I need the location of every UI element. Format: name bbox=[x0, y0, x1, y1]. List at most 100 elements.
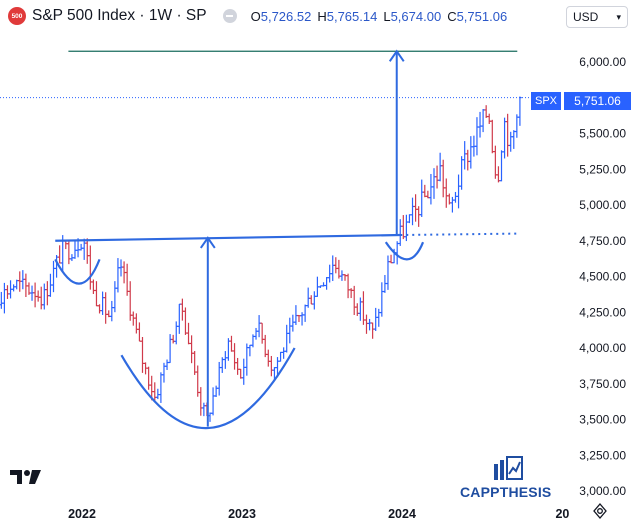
ohlc-bar bbox=[94, 281, 99, 307]
ohlc-bar bbox=[223, 351, 228, 369]
ohlc-bar bbox=[248, 344, 252, 357]
ohlc-bar bbox=[334, 257, 338, 274]
ohlc-bars bbox=[0, 96, 522, 422]
ohlc-bar bbox=[186, 322, 191, 345]
time-axis[interactable]: 2022 2023 2024 20 bbox=[68, 507, 569, 521]
ohlc-bar bbox=[106, 310, 111, 318]
ohlc-bar bbox=[165, 359, 169, 370]
ohlc-bar bbox=[493, 145, 498, 179]
ohlc-bar bbox=[278, 351, 283, 362]
ohlc-bar bbox=[380, 282, 384, 317]
ohlc-bar bbox=[229, 335, 234, 352]
ohlc-bar bbox=[39, 286, 44, 310]
ohlc-bar bbox=[177, 303, 182, 334]
ohlc-bar bbox=[73, 241, 77, 259]
ohlc-bar bbox=[429, 173, 433, 205]
y-tick-label: 4,500.00 bbox=[579, 270, 626, 284]
ohlc-bar bbox=[119, 259, 123, 277]
y-tick-label: 4,250.00 bbox=[579, 305, 626, 319]
ohlc-bar bbox=[287, 317, 292, 344]
ohlc-bar bbox=[490, 119, 495, 154]
ohlc-bar bbox=[266, 349, 271, 367]
ohlc-bar bbox=[291, 314, 295, 332]
y-tick-label: 6,000.00 bbox=[579, 55, 626, 69]
ohlc-bar bbox=[306, 287, 310, 308]
ohlc-bar bbox=[343, 274, 347, 281]
ohlc-bar bbox=[303, 304, 307, 322]
ohlc-bar bbox=[8, 280, 13, 299]
ohlc-bar bbox=[389, 254, 393, 264]
ohlc-bar bbox=[168, 334, 172, 364]
ohlc-bar bbox=[416, 206, 421, 227]
ohlc-bar bbox=[143, 362, 148, 375]
price-axis[interactable]: 3,000.00 3,250.00 3,500.00 3,750.00 4,000.00… bbox=[579, 55, 626, 498]
ohlc-bar bbox=[346, 273, 350, 299]
ohlc-bar bbox=[386, 255, 390, 290]
tradingview-logo-icon[interactable] bbox=[10, 468, 42, 486]
ohlc-bar bbox=[438, 152, 442, 182]
ohlc-bar bbox=[263, 334, 268, 358]
ohlc-bar bbox=[159, 372, 163, 403]
close-value: C5,751.06 bbox=[447, 8, 508, 24]
ohlc-bar bbox=[312, 291, 317, 310]
ohlc-bar bbox=[327, 264, 332, 283]
ohlc-bar bbox=[110, 300, 114, 322]
ohlc-bar bbox=[226, 338, 231, 361]
ohlc-bar bbox=[435, 165, 439, 189]
ohlc-bar bbox=[48, 273, 53, 297]
ohlc-bar bbox=[309, 295, 314, 305]
currency-label: USD bbox=[573, 10, 599, 24]
ohlc-bar bbox=[337, 259, 341, 279]
ohlc-bar bbox=[453, 191, 458, 203]
ohlc-bar bbox=[499, 150, 504, 182]
ohlc-bar bbox=[67, 240, 71, 265]
ohlc-bar bbox=[51, 260, 56, 293]
ohlc-bar bbox=[472, 135, 476, 157]
currency-select[interactable]: USD ▾ bbox=[566, 6, 628, 28]
ohlc-bar bbox=[459, 156, 464, 190]
ohlc-bar bbox=[220, 357, 225, 373]
low-value: L5,674.00 bbox=[383, 8, 442, 24]
ohlc-bar bbox=[398, 219, 403, 246]
settings-gear-icon[interactable] bbox=[592, 503, 608, 519]
ohlc-bar bbox=[376, 308, 381, 327]
symbol-logo[interactable]: 500 bbox=[8, 7, 26, 25]
ohlc-bar bbox=[241, 358, 246, 385]
ohlc-bar bbox=[11, 284, 16, 292]
ohlc-bar bbox=[245, 343, 249, 376]
ohlc-bar bbox=[444, 178, 449, 208]
ohlc-bar bbox=[518, 96, 522, 126]
ohlc-bar bbox=[370, 322, 375, 339]
ohlc-bar bbox=[45, 281, 50, 306]
y-tick-label: 5,250.00 bbox=[579, 162, 626, 176]
ohlc-bar bbox=[502, 117, 507, 159]
pattern-annotations bbox=[54, 49, 518, 430]
ohlc-bar bbox=[462, 141, 467, 170]
ohlc-bar bbox=[422, 184, 427, 198]
ohlc-bar bbox=[330, 255, 335, 282]
y-tick-label: 4,750.00 bbox=[579, 234, 626, 248]
cup-depth-arrow bbox=[199, 236, 216, 427]
collapse-icon[interactable] bbox=[222, 9, 237, 23]
high-value: H5,765.14 bbox=[317, 8, 378, 24]
ohlc-bar bbox=[79, 243, 83, 251]
ohlc-bar bbox=[113, 281, 117, 313]
symbol-title[interactable]: S&P 500 Index · 1W · SP bbox=[32, 7, 207, 24]
ohlc-bar bbox=[318, 285, 323, 288]
ohlc-bar bbox=[214, 385, 218, 398]
ohlc-bar bbox=[447, 193, 452, 205]
ohlc-bar bbox=[300, 312, 304, 326]
ohlc-bar bbox=[24, 273, 28, 297]
ohlc-bar bbox=[192, 350, 197, 375]
ohlc-bar bbox=[450, 196, 455, 213]
ohlc-bar bbox=[103, 292, 108, 324]
ohlc-bar bbox=[171, 334, 175, 344]
ohlc-bar bbox=[364, 314, 369, 334]
ohlc-bar bbox=[484, 105, 488, 118]
ohlc-bar bbox=[174, 321, 179, 345]
ohlc-bar bbox=[367, 318, 372, 331]
ohlc-bar bbox=[284, 324, 289, 353]
ohlc-bar bbox=[33, 282, 37, 308]
ohlc-bar bbox=[235, 357, 240, 375]
